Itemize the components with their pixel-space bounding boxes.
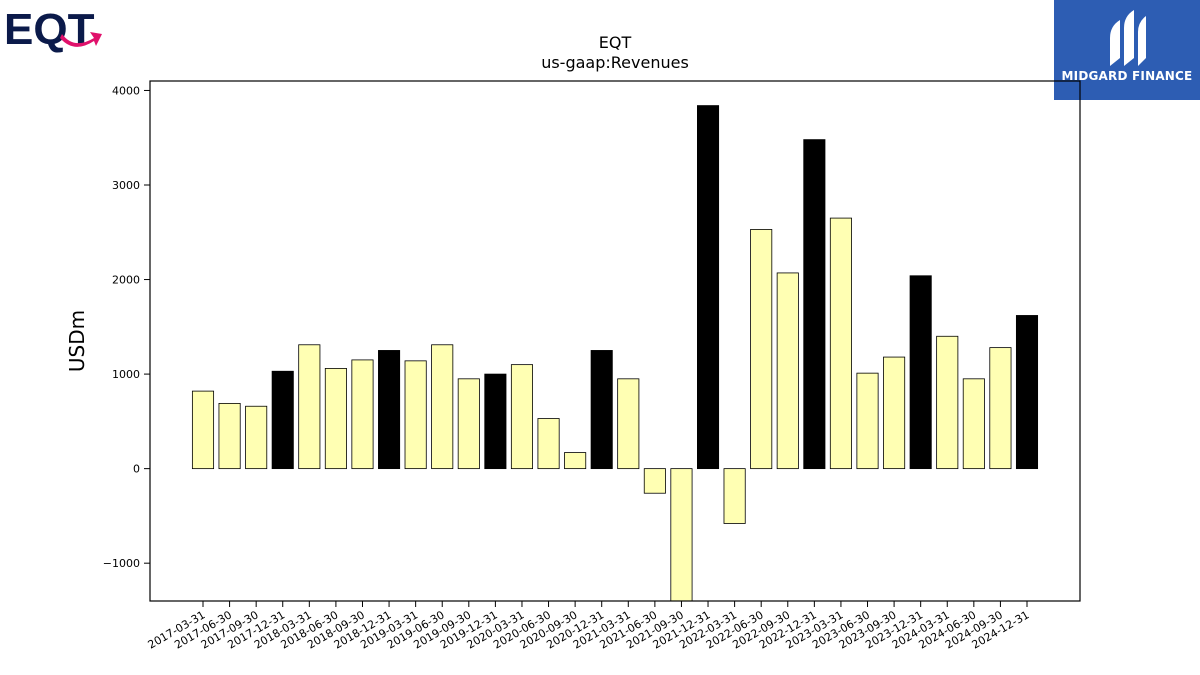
- bar-2023-03-31: [829, 217, 852, 470]
- bar-2017-09-30: [245, 405, 268, 470]
- bar-2019-12-31: [484, 373, 507, 470]
- bar-2020-12-31: [590, 350, 613, 470]
- bar-2022-06-30: [750, 229, 773, 470]
- bar-2019-09-30: [457, 378, 480, 470]
- y-tick-label: 3000: [112, 179, 140, 192]
- y-tick-label: 0: [133, 463, 140, 476]
- bar-2024-12-31: [1015, 315, 1039, 470]
- bar-2022-12-31: [803, 139, 826, 470]
- bar-2021-09-30: [670, 468, 693, 602]
- midgard-logo-text: MIDGARD FINANCE: [1061, 69, 1193, 83]
- bar-2021-12-31: [697, 105, 720, 470]
- y-tick-label: 1000: [112, 368, 140, 381]
- y-axis-ticks: −1000 0 1000 2000 3000 4000: [103, 84, 150, 570]
- y-tick-label: 2000: [112, 274, 140, 287]
- bar-2023-12-31: [909, 275, 932, 470]
- bar-2024-09-30: [989, 347, 1012, 470]
- bar-2019-03-31: [404, 360, 427, 470]
- midgard-finance-logo: MIDGARD FINANCE: [1054, 0, 1200, 100]
- chart-subtitle: us-gaap:Revenues: [541, 53, 689, 72]
- bar-2023-09-30: [883, 356, 906, 470]
- bar-2022-09-30: [776, 272, 799, 470]
- chart-title: EQT: [599, 33, 632, 52]
- bar-2024-06-30: [962, 378, 985, 470]
- bar-2018-03-31: [298, 344, 321, 470]
- bar-2018-12-31: [378, 350, 401, 470]
- bar-2020-03-31: [510, 364, 533, 470]
- x-axis-ticks: 2017-03-312017-06-302017-09-302017-12-31…: [146, 601, 1032, 652]
- eqt-logo-arrow-icon: [60, 32, 102, 47]
- midgard-mark-icon: [1110, 10, 1146, 66]
- plot-frame: [149, 80, 1081, 602]
- bar-2021-06-30: [643, 468, 666, 494]
- bar-2022-03-31: [723, 468, 746, 524]
- bar-2017-03-31: [191, 390, 215, 470]
- bar-2019-06-30: [431, 344, 454, 470]
- y-tick-label: 4000: [112, 84, 140, 97]
- bar-2020-09-30: [564, 452, 587, 470]
- bar-2023-06-30: [856, 372, 879, 470]
- eqt-logo: EQT: [4, 4, 144, 54]
- bar-2024-03-31: [936, 335, 959, 470]
- bar-2020-06-30: [537, 418, 560, 470]
- bar-2018-06-30: [324, 368, 347, 470]
- y-axis-label: USDm: [65, 310, 89, 372]
- y-tick-label: −1000: [103, 557, 140, 570]
- bars-group: [191, 105, 1039, 602]
- bar-2017-06-30: [218, 402, 241, 470]
- bar-2017-12-31: [271, 370, 294, 470]
- bar-2018-09-30: [351, 359, 374, 470]
- bar-2021-03-31: [617, 378, 640, 470]
